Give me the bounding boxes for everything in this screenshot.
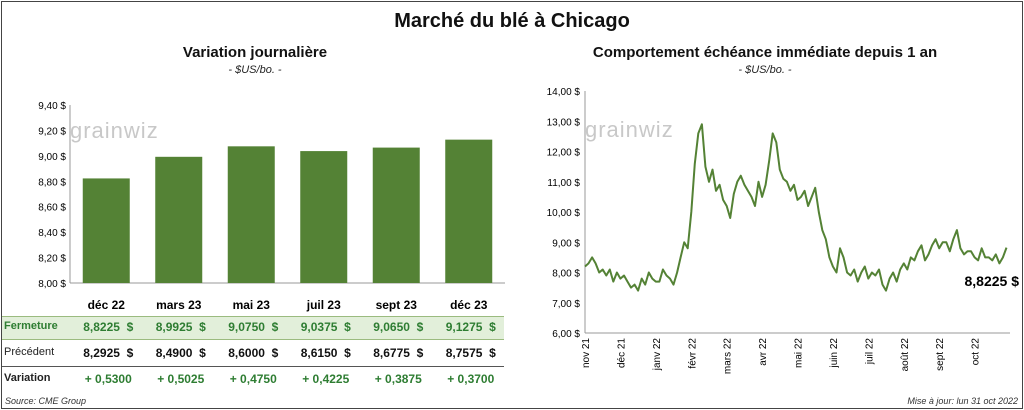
line-y-tick-label: 9,00 $ <box>552 238 580 249</box>
bar-category-label: juil 23 <box>306 298 341 312</box>
line-x-tick-label: oct 22 <box>971 338 982 366</box>
bar <box>82 178 130 283</box>
bar-y-tick-label: 8,00 $ <box>38 279 66 290</box>
bar-category-label: sept 23 <box>376 298 418 312</box>
grainwiz-logo: grainwiz <box>70 118 159 143</box>
main-title: Marché du blé à Chicago <box>394 10 630 32</box>
line-chart-unit: - $US/bo. - <box>738 64 792 76</box>
line-x-tick-label: déc 21 <box>616 338 627 368</box>
table-cell: 9,1275 $ <box>445 320 496 334</box>
grainwiz-logo-right: grainwiz <box>585 117 674 142</box>
bar-category-label: déc 23 <box>450 298 488 312</box>
table-row-label: Fermeture <box>4 320 58 332</box>
bar-y-tick-label: 9,00 $ <box>38 152 66 163</box>
table-cell: 8,6000 $ <box>228 346 279 360</box>
line-x-tick-label: juin 22 <box>829 338 840 369</box>
bar-category-label: mai 23 <box>233 298 271 312</box>
line-y-tick-label: 7,00 $ <box>552 299 580 310</box>
table-cell: 9,0375 $ <box>300 320 351 334</box>
table-cell: + 0,3700 <box>447 372 495 386</box>
line-x-tick-label: août 22 <box>900 338 911 372</box>
line-y-tick-label: 11,00 $ <box>547 178 580 189</box>
line-y-tick-label: 12,00 $ <box>547 148 581 159</box>
bar-y-tick-label: 8,80 $ <box>38 177 66 188</box>
line-x-tick-label: févr 22 <box>687 338 698 369</box>
table-cell: + 0,4750 <box>229 372 277 386</box>
table-cell: + 0,4225 <box>302 372 350 386</box>
bar-y-tick-label: 8,40 $ <box>38 228 66 239</box>
line-x-tick-label: mars 22 <box>723 338 734 375</box>
line-y-tick-label: 8,00 $ <box>552 269 580 280</box>
bar-y-tick-label: 9,20 $ <box>38 126 66 137</box>
table-cell: 9,0750 $ <box>228 320 279 334</box>
table-cell: + 0,5300 <box>84 372 132 386</box>
line-x-tick-label: juil 22 <box>864 338 875 366</box>
line-x-tick-label: nov 21 <box>581 338 592 368</box>
table-cell: + 0,5025 <box>157 372 205 386</box>
table-cell: 8,8225 $ <box>83 320 134 334</box>
table-cell: 8,4900 $ <box>155 346 206 360</box>
bar-category-label: déc 22 <box>88 298 126 312</box>
source-note: Source: CME Group <box>5 396 87 406</box>
table-cell: 8,6775 $ <box>373 346 424 360</box>
table-cell: 8,6150 $ <box>300 346 351 360</box>
line-x-tick-label: sept 22 <box>935 338 946 371</box>
line-y-tick-label: 14,00 $ <box>547 87 581 98</box>
last-price-label: 8,8225 $ <box>965 273 1020 289</box>
bar <box>445 139 493 283</box>
bar <box>155 156 203 283</box>
bar-chart-unit: - $US/bo. - <box>228 64 282 76</box>
line-y-tick-label: 6,00 $ <box>552 329 580 340</box>
bar-chart-title: Variation journalière <box>182 44 328 61</box>
table-row-label: Variation <box>4 372 51 384</box>
table-separator <box>2 366 504 367</box>
line-x-tick-label: mai 22 <box>794 338 805 368</box>
bar <box>300 151 348 283</box>
update-note: Mise à jour: lun 31 oct 2022 <box>907 396 1018 406</box>
line-x-tick-label: avr 22 <box>758 338 769 366</box>
highlight-row-bg <box>2 316 504 340</box>
table-cell: 9,0650 $ <box>373 320 424 334</box>
line-y-tick-label: 13,00 $ <box>547 117 581 128</box>
table-row-label: Précédent <box>4 346 55 358</box>
line-chart-title: Comportement échéance immédiate depuis 1… <box>592 44 938 61</box>
bar-y-tick-label: 9,40 $ <box>38 101 66 112</box>
table-cell: 8,2925 $ <box>83 346 134 360</box>
line-y-tick-label: 10,00 $ <box>547 208 581 219</box>
bar-category-label: mars 23 <box>156 298 202 312</box>
bar <box>227 146 275 283</box>
bar-y-tick-label: 8,20 $ <box>38 254 66 265</box>
bar <box>372 147 420 283</box>
table-cell: 8,9925 $ <box>155 320 206 334</box>
bar-y-tick-label: 8,60 $ <box>38 203 66 214</box>
table-cell: + 0,3875 <box>374 372 422 386</box>
table-cell: 8,7575 $ <box>445 346 496 360</box>
line-x-tick-label: janv 22 <box>652 338 663 372</box>
price-line <box>584 123 1008 292</box>
